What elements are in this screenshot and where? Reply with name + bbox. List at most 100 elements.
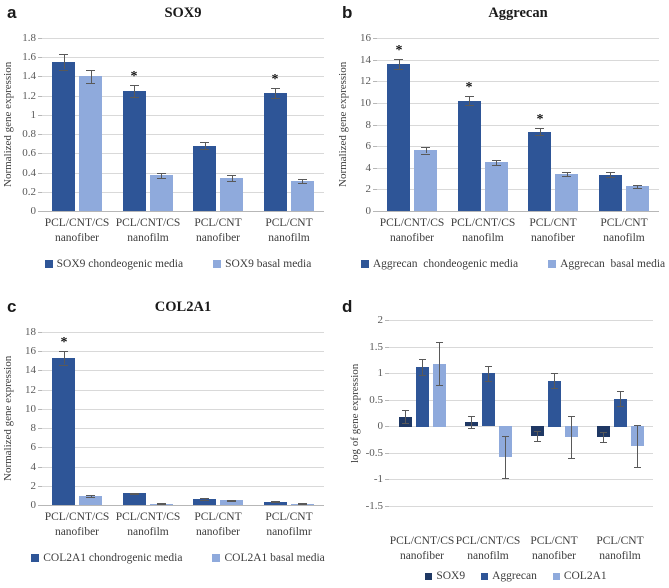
y-tick-label: 1.5 xyxy=(369,341,383,353)
y-axis-tick xyxy=(373,81,377,82)
y-tick-label: 0 xyxy=(30,499,37,511)
error-bar-cap xyxy=(298,179,307,180)
x-category-label: PCL/CNT nanofiber xyxy=(529,217,577,244)
bar-sox9-g3 xyxy=(193,146,216,211)
error-bar xyxy=(91,495,92,497)
legend-item: SOX9 xyxy=(425,570,465,582)
y-axis-tick xyxy=(38,467,42,468)
y-axis-tick xyxy=(385,320,389,321)
error-bar xyxy=(537,431,538,441)
error-bar-cap xyxy=(298,503,307,504)
y-axis-tick xyxy=(38,38,42,39)
bar-col2a1-g1 xyxy=(52,358,75,505)
error-bar xyxy=(64,54,65,69)
y-tick-label: 2 xyxy=(30,480,37,492)
y-tick-label: 0.2 xyxy=(22,186,36,198)
y-axis-tick xyxy=(38,153,42,154)
y-axis-tick xyxy=(38,192,42,193)
gridline xyxy=(42,370,324,371)
gridline xyxy=(377,38,659,39)
error-bar-cap xyxy=(492,160,501,161)
legend-label: COL2A1 chondrogenic media xyxy=(43,552,183,564)
legend: SOX9 chondeogenic media SOX9 basal media xyxy=(22,258,334,270)
y-axis-tick xyxy=(38,428,42,429)
y-tick-label: 1.4 xyxy=(22,70,36,82)
error-bar-cap xyxy=(86,497,95,498)
bar-aggrecan-g3 xyxy=(548,381,561,427)
error-bar xyxy=(405,410,406,423)
y-axis-tick xyxy=(38,409,42,410)
y-axis-tick xyxy=(373,211,377,212)
gridline xyxy=(42,428,324,429)
gridline xyxy=(42,38,324,39)
gridline xyxy=(389,400,653,401)
error-bar xyxy=(540,128,541,136)
bar-sox9-g3 xyxy=(220,178,243,211)
y-axis-tick xyxy=(385,373,389,374)
error-bar xyxy=(567,172,568,176)
legend-label: COL2A1 basal media xyxy=(224,552,325,564)
error-bar xyxy=(554,373,555,388)
error-bar-cap xyxy=(634,467,641,468)
gridline xyxy=(42,211,324,212)
bar-col2a1-g3 xyxy=(220,500,243,505)
y-axis-tick xyxy=(38,351,42,352)
y-tick-label: -0.5 xyxy=(365,447,383,459)
bar-aggrecan-g1 xyxy=(416,367,429,427)
gridline xyxy=(389,320,653,321)
gridline xyxy=(42,486,324,487)
error-bar-cap xyxy=(59,351,68,352)
y-axis-tick xyxy=(38,134,42,135)
y-axis-tick xyxy=(38,173,42,174)
y-tick-label: 0.5 xyxy=(369,394,383,406)
legend-swatch xyxy=(481,572,489,580)
y-axis-tick xyxy=(38,390,42,391)
error-bar-cap xyxy=(86,70,95,71)
bar-aggrecan-g2 xyxy=(458,101,481,211)
x-category-label: PCL/CNT/CS nanofilm xyxy=(450,217,516,244)
y-axis-tick xyxy=(385,453,389,454)
y-axis-tick xyxy=(373,38,377,39)
panel-letter: d xyxy=(342,297,353,316)
gridline xyxy=(42,173,324,174)
error-bar-cap xyxy=(227,500,236,501)
gridline xyxy=(42,390,324,391)
error-bar-cap xyxy=(568,458,575,459)
error-bar-cap xyxy=(421,154,430,155)
error-bar-cap xyxy=(298,183,307,184)
chart-title: COL2A1 xyxy=(154,299,212,315)
gridline xyxy=(377,81,659,82)
bar-sox9-g1 xyxy=(79,76,102,211)
error-bar-cap xyxy=(551,388,558,389)
error-bar-cap xyxy=(534,431,541,432)
bar-aggrecan-g2 xyxy=(485,162,508,211)
y-tick-label: -1 xyxy=(373,473,383,485)
y-axis-tick xyxy=(38,447,42,448)
gridline xyxy=(42,192,324,193)
error-bar-cap xyxy=(157,173,166,174)
x-category-label: PCL/CNT nanofiber xyxy=(530,535,578,562)
legend-label: Aggrecan chondeogenic media xyxy=(372,258,519,270)
gridline xyxy=(389,506,653,507)
gridline xyxy=(42,134,324,135)
x-category-label: PCL/CNT nanofilmr xyxy=(265,511,313,538)
error-bar-cap xyxy=(600,442,607,443)
gridline xyxy=(42,57,324,58)
error-bar-cap xyxy=(465,96,474,97)
bar-aggrecan-g1 xyxy=(387,64,410,211)
error-bar-cap xyxy=(419,359,426,360)
error-bar-cap xyxy=(271,98,280,99)
gridline xyxy=(377,146,659,147)
error-bar xyxy=(571,416,572,459)
error-bar-cap xyxy=(227,175,236,176)
significance-star: * xyxy=(271,72,279,87)
gridline xyxy=(42,447,324,448)
bar-col2a1-g3 xyxy=(193,499,216,505)
error-bar-cap xyxy=(535,128,544,129)
bar-sox9-g4 xyxy=(597,426,610,437)
gridline xyxy=(377,211,659,212)
x-category-label: PCL/CNT/CS nanofiber xyxy=(44,217,110,244)
bar-aggrecan-g4 xyxy=(599,175,622,211)
y-axis-tick xyxy=(385,347,389,348)
error-bar xyxy=(426,147,427,153)
